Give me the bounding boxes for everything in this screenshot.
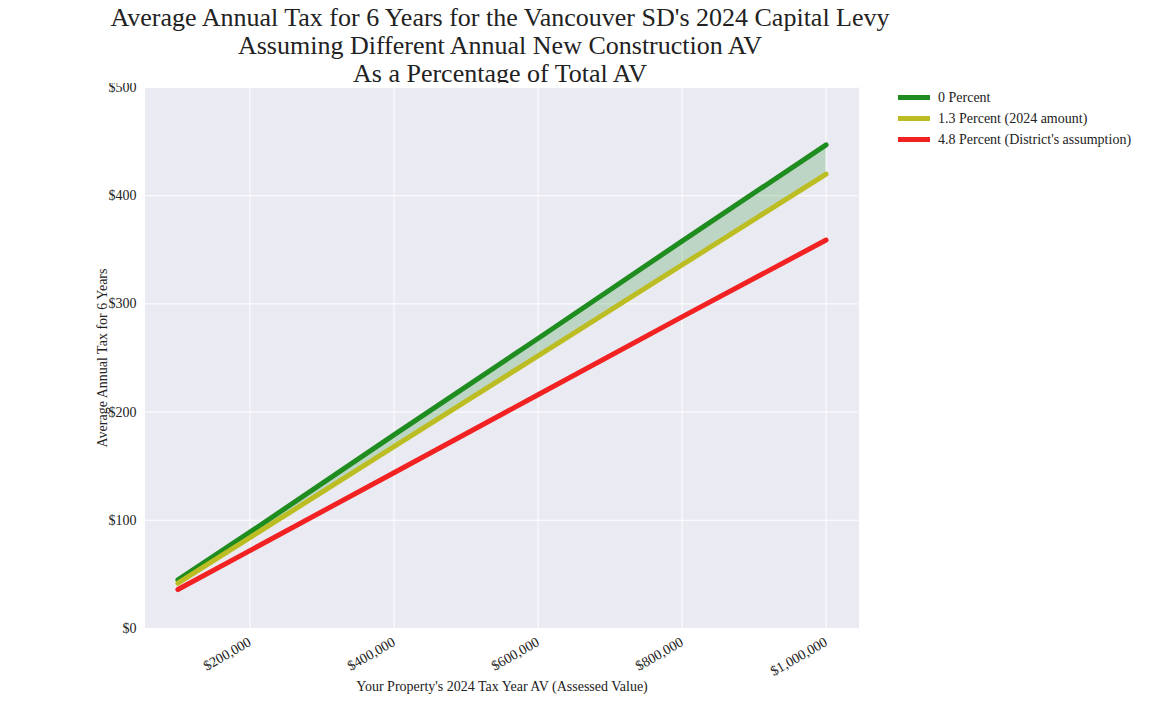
svg-text:$800,000: $800,000 — [633, 634, 686, 673]
svg-text:Your Property's 2024 Tax Year: Your Property's 2024 Tax Year AV (Assess… — [356, 679, 648, 695]
svg-text:$600,000: $600,000 — [489, 634, 542, 673]
svg-text:$300: $300 — [109, 296, 137, 311]
svg-text:$400: $400 — [109, 188, 137, 203]
svg-text:Average Annual Tax for 6 Years: Average Annual Tax for 6 Years — [95, 269, 110, 448]
svg-text:$200: $200 — [109, 405, 137, 420]
svg-text:$0: $0 — [123, 621, 137, 636]
svg-text:$200,000: $200,000 — [201, 634, 254, 673]
svg-text:$100: $100 — [109, 513, 137, 528]
svg-text:$400,000: $400,000 — [345, 634, 398, 673]
svg-text:$1,000,000: $1,000,000 — [768, 634, 830, 678]
svg-text:$500: $500 — [109, 83, 137, 95]
